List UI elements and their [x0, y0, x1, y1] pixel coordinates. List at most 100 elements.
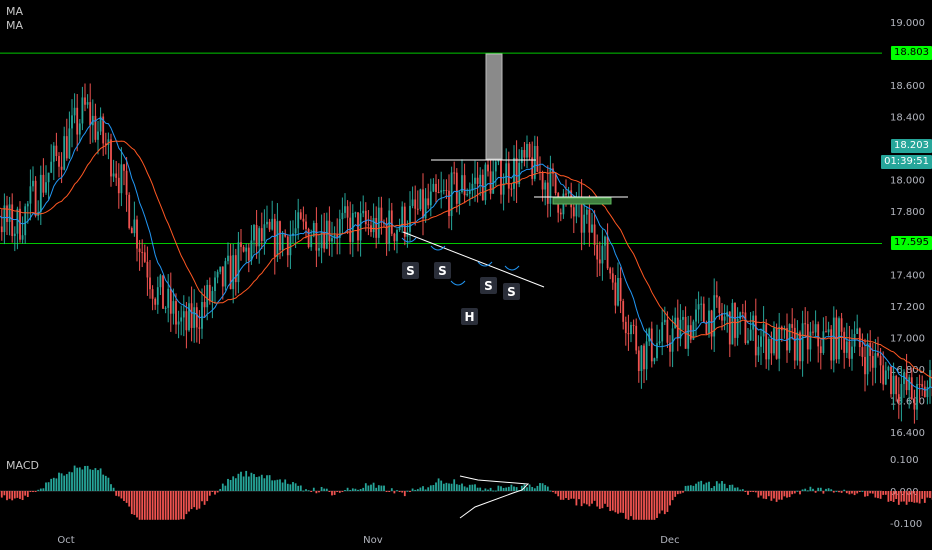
candle-down: [247, 247, 250, 261]
candle-down: [624, 321, 627, 334]
candle-up: [687, 325, 690, 349]
candle-down: [728, 311, 731, 345]
macd-bar-positive: [474, 484, 476, 491]
macd-bar-positive: [305, 489, 307, 491]
candle-down: [138, 248, 141, 253]
macd-bar-positive: [843, 489, 846, 491]
macd-bar-negative: [117, 491, 120, 497]
candle-up: [874, 353, 877, 368]
macd-bar-positive: [102, 474, 105, 491]
macd-bar-positive: [500, 486, 502, 491]
candle-down: [871, 355, 874, 368]
candle-down: [572, 207, 575, 217]
macd-bar-positive: [297, 485, 300, 491]
candle-up: [583, 214, 586, 233]
candle-up: [3, 205, 6, 233]
macd-bar-positive: [702, 484, 705, 491]
candle-down: [536, 146, 539, 172]
candle-down: [689, 325, 692, 340]
macd-bar-positive: [50, 478, 53, 491]
candle-down: [463, 175, 466, 196]
candle-down: [744, 312, 747, 344]
candle-up: [214, 277, 216, 292]
macd-bar-negative: [916, 491, 918, 503]
candle-down: [627, 333, 630, 335]
candle-up: [86, 102, 89, 105]
macd-bar-negative: [744, 491, 747, 492]
macd-bar-positive: [359, 489, 362, 491]
macd-bar-positive: [242, 476, 245, 491]
macd-bar-negative: [858, 491, 861, 492]
legend-ma-1[interactable]: MA: [6, 5, 24, 18]
macd-bar-positive: [325, 488, 328, 491]
candle-down: [861, 347, 864, 357]
candle-up: [723, 316, 726, 321]
candle-down: [242, 246, 245, 252]
macd-bar-positive: [97, 470, 99, 491]
candle-up: [544, 182, 547, 190]
candle-up: [575, 199, 578, 217]
macd-bar-positive: [247, 476, 250, 491]
candle-up: [900, 383, 903, 403]
candle-down: [559, 212, 562, 215]
macd-bar-negative: [887, 491, 890, 502]
candle-down: [346, 206, 349, 218]
macd-bar-positive: [42, 488, 45, 491]
macd-bar-negative: [596, 491, 599, 507]
macd-bar-positive: [468, 484, 471, 491]
candle-down: [414, 199, 417, 209]
macd-bar-positive: [354, 488, 357, 491]
candle-down: [299, 212, 302, 219]
macd-bar-negative: [890, 491, 892, 501]
legend-macd[interactable]: MACD: [6, 459, 39, 472]
pattern-label-box: [503, 283, 520, 300]
macd-bar-positive: [835, 490, 838, 492]
candle-up: [640, 345, 643, 372]
pattern-label-box: [402, 262, 419, 279]
macd-bar-positive: [104, 475, 107, 491]
candle-up: [297, 212, 300, 229]
candle-up: [887, 366, 890, 371]
candle-up: [695, 309, 697, 322]
horizontal-levels[interactable]: [0, 52, 882, 245]
candle-down: [34, 180, 37, 217]
candle-down: [284, 233, 287, 237]
macd-histogram: [0, 465, 932, 520]
candle-down: [268, 221, 271, 230]
macd-bar-negative: [175, 491, 177, 520]
drawings[interactable]: S SHS S: [401, 53, 628, 325]
candle-up: [289, 235, 292, 256]
candle-down: [593, 224, 596, 245]
candle-down: [55, 145, 58, 157]
macd-bar-positive: [84, 465, 86, 491]
candle-down: [702, 303, 705, 323]
macd-bar-negative: [388, 491, 391, 492]
macd-bar-negative: [895, 491, 898, 500]
macd-bar-negative: [658, 491, 661, 514]
macd-bar-positive: [695, 483, 697, 491]
candle-up: [731, 302, 734, 345]
legend-ma-2[interactable]: MA: [6, 19, 24, 32]
macd-bar-positive: [806, 490, 809, 492]
candle-down: [715, 295, 718, 298]
macd-bar-negative: [609, 491, 612, 512]
macd-bar-negative: [557, 491, 560, 497]
macd-bar-negative: [884, 491, 887, 495]
macd-bar-negative: [874, 491, 877, 498]
macd-bar-negative: [198, 491, 201, 509]
macd-bar-positive: [819, 487, 822, 491]
macd-bar-positive: [221, 483, 224, 491]
candle-up: [133, 219, 136, 234]
candle-up: [749, 329, 752, 341]
candle-up: [227, 255, 229, 262]
candle-down: [489, 171, 492, 194]
macd-bar-positive: [804, 488, 807, 491]
candle-up: [658, 341, 661, 344]
candle-up: [440, 190, 443, 193]
macd-bar-positive: [710, 487, 713, 491]
candle-up: [526, 143, 528, 158]
candle-down: [879, 355, 882, 366]
candle-down: [123, 164, 125, 171]
candle-up: [26, 203, 29, 207]
